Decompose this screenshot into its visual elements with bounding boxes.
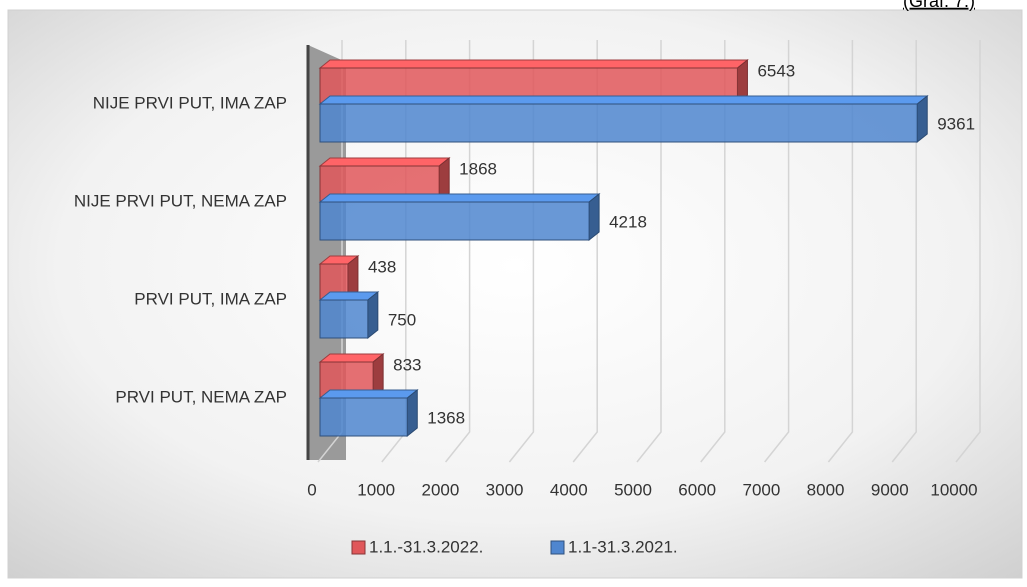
bar-face [318, 59, 749, 69]
grid-line [636, 40, 662, 463]
bar [318, 94, 929, 144]
grid-line [955, 40, 981, 463]
value-label: 1368 [427, 408, 465, 427]
x-tick-label: 2000 [421, 480, 459, 499]
bar-face [367, 290, 379, 340]
grid-line [445, 40, 471, 463]
grid-line [572, 40, 598, 463]
bar-face [318, 193, 601, 203]
bar-face [406, 388, 418, 438]
value-label: 1868 [459, 159, 497, 178]
x-tick-label: 1000 [357, 480, 395, 499]
bar-face [318, 95, 929, 105]
bar-face [319, 201, 590, 241]
y-tick-label: NIJE PRVI PUT, NEMA ZAP [74, 191, 287, 210]
x-tick-label: 9000 [871, 480, 909, 499]
grid-line [764, 40, 790, 463]
bar-face [588, 192, 600, 242]
x-tick-label: 10000 [930, 480, 977, 499]
x-tick-label: 7000 [742, 480, 780, 499]
annotation: (Graf. 7.) [903, 0, 975, 11]
y-tick-label: PRVI PUT, NEMA ZAP [115, 387, 287, 406]
x-tick-label: 0 [307, 480, 316, 499]
y-tick-label: PRVI PUT, IMA ZAP [134, 289, 287, 308]
value-label: 4218 [609, 212, 647, 231]
bar-face [318, 389, 419, 399]
x-tick-label: 5000 [614, 480, 652, 499]
bar-face [318, 353, 385, 363]
bar [318, 192, 601, 242]
value-label: 9361 [937, 114, 975, 133]
legend-label: 1.1-31.3.2021. [568, 537, 678, 556]
bar [318, 290, 380, 340]
bar-face [916, 94, 928, 144]
bar-face [319, 299, 369, 339]
value-label: 438 [368, 257, 396, 276]
legend-swatch [351, 540, 366, 555]
value-label: 833 [393, 355, 421, 374]
x-tick-label: 6000 [678, 480, 716, 499]
value-label: 6543 [757, 61, 795, 80]
value-label: 750 [388, 310, 416, 329]
legend-swatch [550, 540, 565, 555]
grid-line [508, 40, 535, 463]
y-tick-label: NIJE PRVI PUT, IMA ZAP [93, 93, 287, 112]
grid-line [827, 40, 854, 463]
x-tick-label: 3000 [486, 480, 524, 499]
legend-label: 1.1.-31.3.2022. [369, 537, 483, 556]
bar-face [318, 157, 451, 167]
grid-line [700, 40, 726, 463]
bar-face [319, 103, 918, 143]
grid-line [891, 40, 917, 463]
x-tick-label: 8000 [807, 480, 845, 499]
bar-face [319, 397, 408, 437]
bar [318, 388, 419, 438]
x-tick-label: 4000 [550, 480, 588, 499]
